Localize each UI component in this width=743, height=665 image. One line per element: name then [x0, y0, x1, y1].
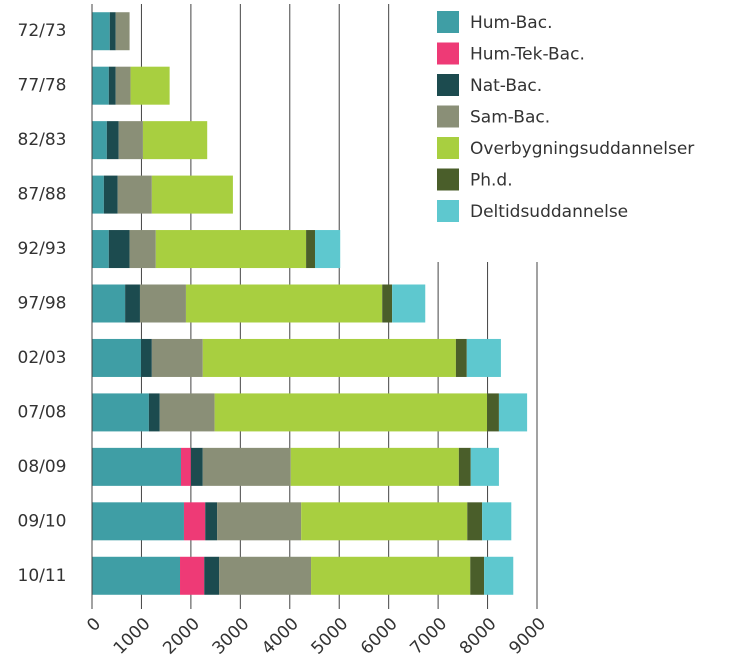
y-tick-label: 02/03 — [18, 348, 67, 368]
y-tick-label: 92/93 — [18, 239, 67, 259]
x-tick-label: 0 — [83, 614, 105, 636]
bar-segment — [205, 502, 218, 541]
legend-label: Deltidsuddannelse — [470, 202, 628, 222]
x-tick-label: 8000 — [456, 614, 501, 659]
bar-segment — [190, 447, 203, 486]
bar-segment — [487, 393, 499, 432]
bar-segment — [130, 66, 170, 105]
bar-segment — [467, 502, 483, 541]
legend-swatch — [437, 168, 459, 191]
bar-segment — [181, 447, 191, 486]
y-tick-label: 72/73 — [18, 21, 67, 41]
legend-background — [425, 0, 743, 262]
legend-label: Hum-Tek-Bac. — [470, 45, 585, 65]
bar-segment — [392, 284, 426, 323]
bar-segment — [103, 175, 118, 214]
bar-segment — [92, 175, 104, 214]
bar-segment — [108, 66, 116, 105]
bar-segment — [92, 230, 109, 269]
bar-segment — [151, 338, 203, 377]
bar-segment — [484, 556, 514, 595]
bar-segment — [92, 556, 181, 595]
bar-segment — [118, 121, 143, 160]
y-tick-label: 08/09 — [18, 457, 67, 477]
bar-segment — [183, 502, 206, 541]
bar-segment — [155, 230, 307, 269]
x-tick-label: 5000 — [308, 614, 353, 659]
bar-segment — [92, 447, 181, 486]
bar-segment — [92, 284, 126, 323]
x-tick-label: 6000 — [357, 614, 402, 659]
bar-segment — [382, 284, 393, 323]
bar-segment — [482, 502, 512, 541]
y-tick-label: 07/08 — [18, 402, 67, 422]
bar-segment — [180, 556, 205, 595]
bar-segment — [115, 66, 131, 105]
legend-swatch — [437, 11, 459, 33]
y-tick-label: 97/98 — [18, 294, 67, 314]
bar-segment — [470, 447, 499, 486]
bar-segment — [151, 175, 233, 214]
bar-segment — [92, 502, 184, 541]
bar-segment — [306, 230, 315, 269]
legend-swatch — [437, 200, 459, 222]
x-tick-label: 9000 — [505, 614, 550, 659]
legend-label: Ph.d. — [470, 171, 513, 191]
legend-swatch — [437, 137, 459, 159]
bar-segment — [311, 556, 471, 595]
legend-swatch — [437, 42, 459, 65]
legend-swatch — [437, 74, 459, 96]
bar-segment — [314, 230, 341, 269]
bar-segment — [219, 556, 312, 595]
y-tick-label: 77/78 — [18, 76, 67, 96]
bar-segment — [470, 556, 485, 595]
y-tick-label: 09/10 — [18, 511, 67, 531]
x-tick-label: 4000 — [258, 614, 303, 659]
bar-segment — [290, 447, 459, 486]
bar-segment — [92, 338, 141, 377]
bar-segment — [129, 230, 156, 269]
bar-segment — [159, 393, 215, 432]
bar-segment — [204, 556, 220, 595]
x-tick-label: 2000 — [159, 614, 204, 659]
bar-segment — [117, 175, 152, 214]
legend-label: Hum-Bac. — [470, 13, 552, 33]
bar-segment — [455, 338, 467, 377]
x-tick-label: 3000 — [209, 614, 254, 659]
bar-segment — [140, 338, 152, 377]
legend-label: Sam-Bac. — [470, 108, 550, 128]
x-tick-label: 7000 — [406, 614, 451, 659]
bar-segment — [214, 393, 488, 432]
bar-segment — [115, 12, 130, 51]
bar-segment — [125, 284, 140, 323]
bar-segment — [92, 393, 149, 432]
bar-segment — [106, 121, 119, 160]
bar-segment — [109, 12, 116, 51]
legend-label: Overbygningsuddannelser — [470, 139, 694, 159]
bar-segment — [458, 447, 471, 486]
bar-segment — [185, 284, 383, 323]
bar-segment — [139, 284, 186, 323]
bar-segment — [202, 447, 291, 486]
bar-segment — [148, 393, 160, 432]
bar-segment — [92, 66, 109, 105]
bar-segment — [92, 12, 110, 51]
y-tick-label: 82/83 — [18, 130, 67, 150]
bar-segment — [498, 393, 528, 432]
bar-segment — [466, 338, 501, 377]
bar-segment — [301, 502, 468, 541]
bar-segment — [202, 338, 456, 377]
bar-segment — [108, 230, 130, 269]
bar-segment — [142, 121, 208, 160]
legend-swatch — [437, 105, 459, 128]
bar-segment — [92, 121, 107, 160]
bar-segment — [217, 502, 302, 541]
y-tick-label: 10/11 — [18, 566, 67, 586]
y-tick-label: 87/88 — [18, 185, 67, 205]
legend-label: Nat-Bac. — [470, 76, 542, 96]
x-tick-label: 1000 — [110, 614, 155, 659]
